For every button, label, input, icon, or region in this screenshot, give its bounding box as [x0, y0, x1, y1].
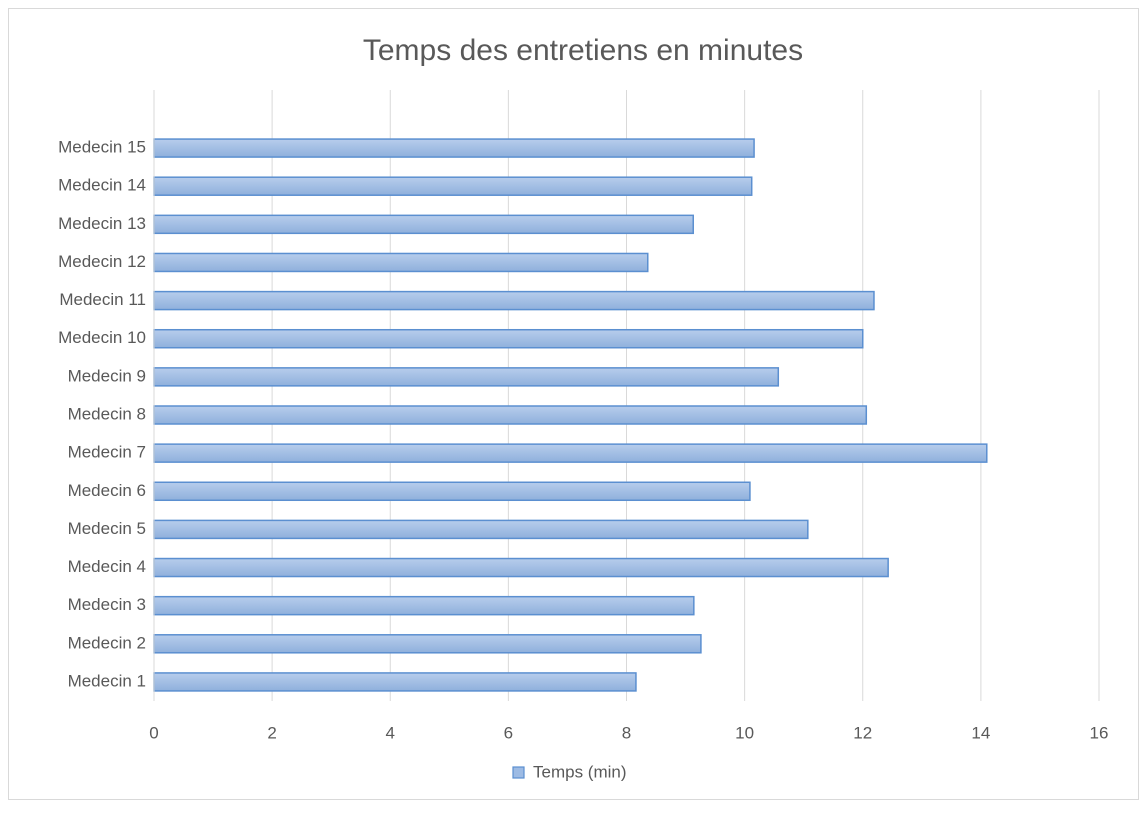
x-tick-label: 12 — [853, 723, 872, 742]
y-tick-label: Medecin 2 — [68, 633, 146, 652]
bar — [153, 252, 649, 273]
y-tick-label: Medecin 4 — [68, 557, 146, 576]
x-tick-label: 6 — [504, 723, 513, 742]
x-tick-label: 8 — [622, 723, 631, 742]
bar — [153, 138, 755, 158]
y-tick-label: Medecin 7 — [68, 443, 146, 462]
chart-title: Temps des entretiens en minutes — [363, 34, 803, 67]
x-tick-label: 14 — [971, 723, 990, 742]
y-tick-label: Medecin 14 — [58, 176, 146, 195]
bar — [153, 672, 637, 692]
bar — [153, 328, 864, 349]
y-tick-label: Medecin 3 — [68, 595, 146, 614]
bar — [153, 481, 751, 502]
y-tick-label: Medecin 8 — [68, 404, 146, 423]
bar — [153, 214, 694, 235]
bar — [153, 290, 875, 311]
x-tick-label: 0 — [149, 723, 158, 742]
bar — [153, 176, 753, 196]
x-tick-label: 2 — [267, 723, 276, 742]
bar — [153, 519, 809, 540]
legend-label: Temps (min) — [533, 762, 627, 781]
y-tick-label: Medecin 9 — [68, 366, 146, 385]
y-tick-label: Medecin 10 — [58, 328, 146, 347]
y-tick-label: Medecin 5 — [68, 519, 146, 538]
bar — [153, 595, 695, 616]
bar — [153, 367, 780, 387]
bar — [153, 557, 889, 578]
x-tick-label: 4 — [386, 723, 395, 742]
y-tick-label: Medecin 15 — [58, 138, 146, 157]
legend-swatch — [512, 766, 525, 779]
x-tick-label: 10 — [735, 723, 754, 742]
y-tick-label: Medecin 12 — [58, 252, 146, 271]
y-tick-label: Medecin 11 — [59, 290, 146, 309]
bar — [153, 443, 988, 463]
y-tick-label: Medecin 13 — [58, 214, 146, 233]
bar — [153, 405, 868, 425]
y-tick-label: Medecin 6 — [68, 481, 146, 500]
x-tick-label: 16 — [1090, 723, 1109, 742]
y-tick-label: Medecin 1 — [68, 671, 146, 690]
bar — [153, 634, 702, 654]
